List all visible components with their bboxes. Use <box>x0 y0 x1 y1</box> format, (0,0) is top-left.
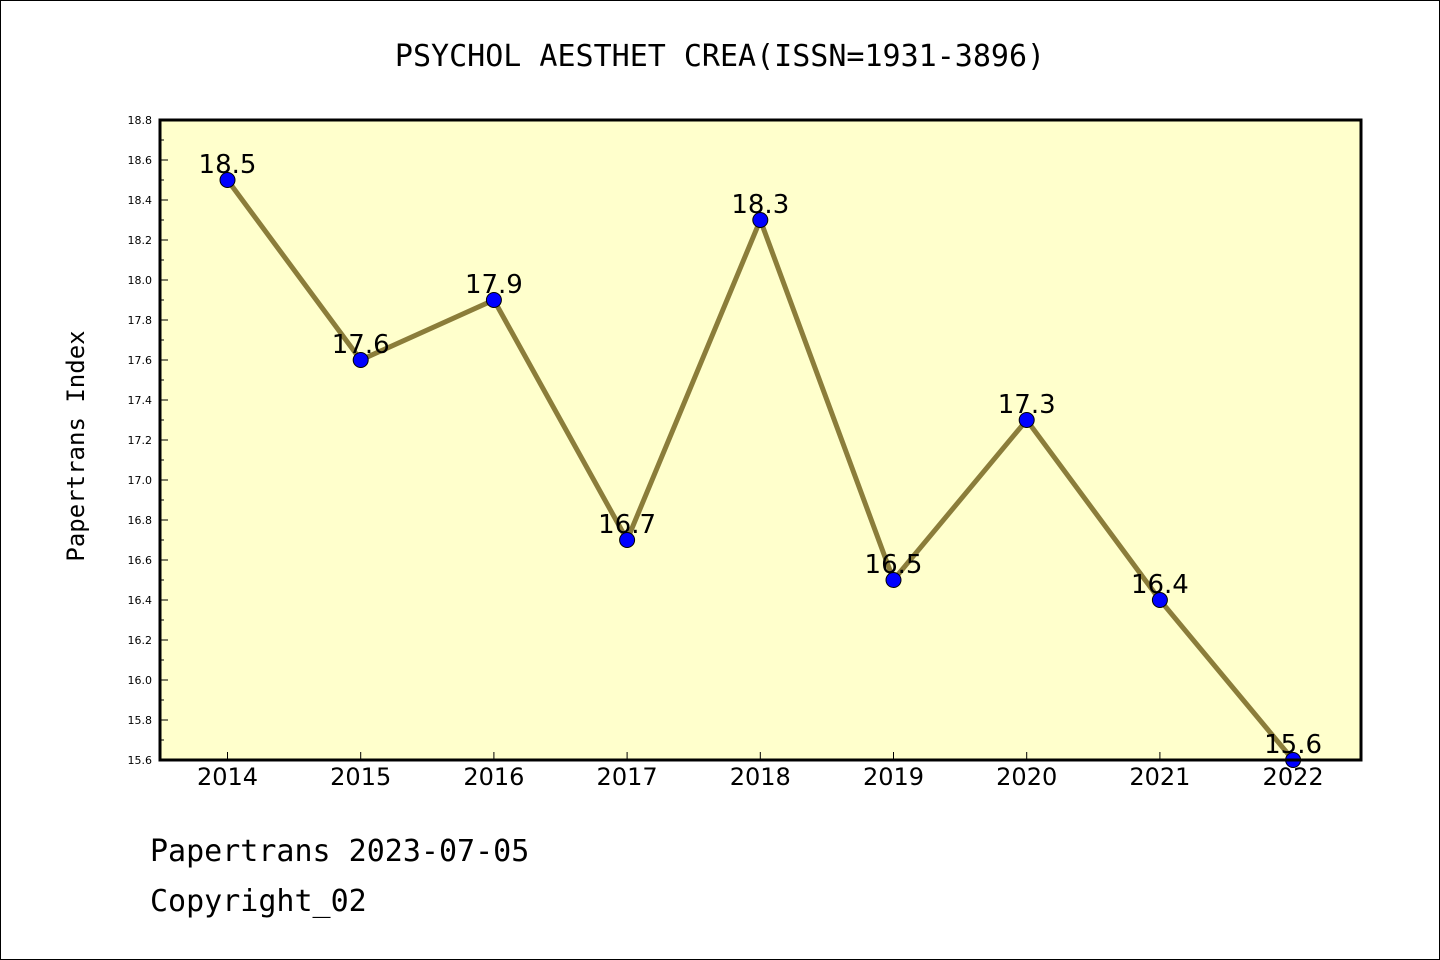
data-label: 17.9 <box>465 270 523 300</box>
x-tick-label: 2019 <box>863 763 924 791</box>
x-tick-label: 2020 <box>996 763 1057 791</box>
chart-title: PSYCHOL AESTHET CREA(ISSN=1931-3896) <box>395 39 1045 74</box>
x-tick-label: 2018 <box>730 763 791 791</box>
data-label: 18.3 <box>731 190 789 220</box>
data-point <box>1018 412 1035 428</box>
plot-border <box>158 118 1363 762</box>
y-tick-label: 18.2 <box>128 234 153 247</box>
data-label: 16.4 <box>1131 570 1189 600</box>
y-tick-label: 16.2 <box>128 634 153 647</box>
data-label: 17.3 <box>998 390 1056 420</box>
y-tick-label: 18.4 <box>128 194 153 207</box>
data-label: 15.6 <box>1264 730 1322 760</box>
data-point <box>752 212 769 228</box>
y-tick-label: 17.0 <box>128 474 153 487</box>
data-label: 16.7 <box>598 510 656 540</box>
data-label: 16.5 <box>865 550 923 580</box>
footer-date: Papertrans 2023-07-05 <box>150 834 530 869</box>
data-point <box>352 352 369 368</box>
y-tick-label: 18.8 <box>128 114 153 127</box>
y-axis: 15.6 15.8 16.0 16.2 16.4 16.6 16.8 17.0 17.2 17.4… <box>128 114 168 767</box>
y-axis-label: Papertrans Index <box>62 330 90 561</box>
y-tick-label: 18.6 <box>128 154 153 167</box>
data-point <box>219 172 236 188</box>
data-label: 17.6 <box>332 330 390 360</box>
x-tick-label: 2021 <box>1129 763 1190 791</box>
x-tick-label: 2014 <box>197 763 258 791</box>
footer-copyright: Copyright_02 <box>150 884 367 919</box>
x-tick-label: 2017 <box>597 763 658 791</box>
data-label: 18.5 <box>199 150 257 180</box>
y-tick-label: 15.8 <box>128 714 153 727</box>
data-point <box>485 292 502 308</box>
data-point <box>885 572 902 588</box>
y-tick-label: 16.8 <box>128 514 153 527</box>
y-tick-label: 17.6 <box>128 354 153 367</box>
y-tick-label: 16.6 <box>128 554 153 567</box>
y-tick-label: 16.0 <box>128 674 153 687</box>
y-tick-label: 17.2 <box>128 434 153 447</box>
y-tick-label: 16.4 <box>128 594 153 607</box>
data-point <box>1151 592 1168 608</box>
y-tick-label: 17.8 <box>128 314 153 327</box>
x-tick-label: 2015 <box>330 763 391 791</box>
data-point <box>619 532 636 548</box>
series: 18.5 17.6 17.9 16.7 18.3 16.5 17.3 16.4 15.6 <box>199 150 1322 768</box>
y-tick-label: 15.6 <box>128 754 153 767</box>
x-tick-label: 2016 <box>463 763 524 791</box>
y-tick-label: 18.0 <box>128 274 153 287</box>
y-tick-label: 17.4 <box>128 394 153 407</box>
x-axis: 2014 2015 2016 2017 2018 2019 2020 2021 2022 <box>197 752 1324 791</box>
